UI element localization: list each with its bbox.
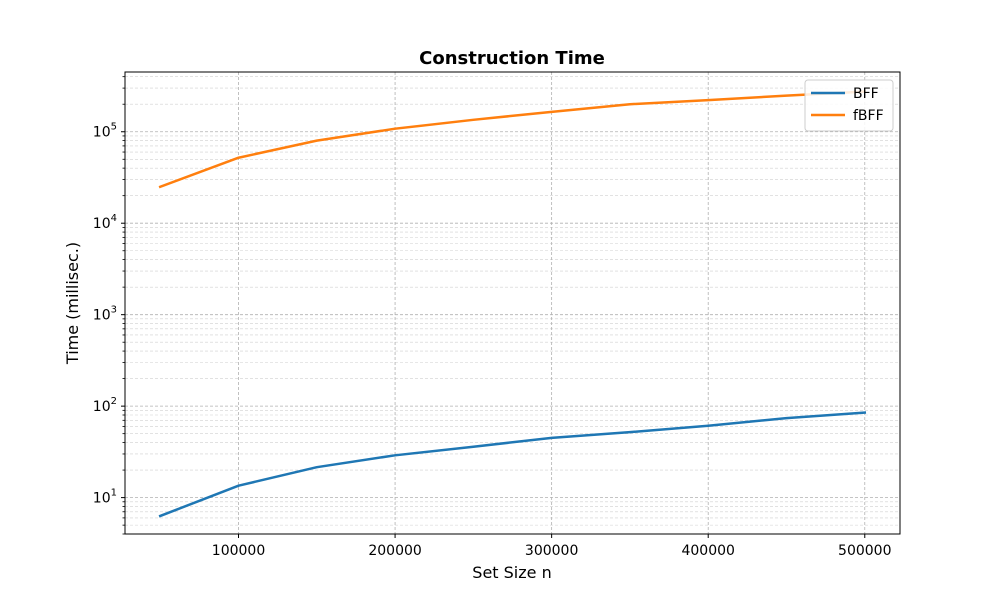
x-tick-label: 100000	[212, 543, 265, 559]
x-tick-label: 200000	[368, 543, 421, 559]
y-tick-label: 104	[93, 213, 117, 232]
series-line-bff	[158, 411, 867, 518]
x-tick-label: 300000	[525, 543, 578, 559]
x-axis-ticks: 100000 200000 300000 400000 500000	[212, 534, 891, 559]
y-tick-label: 103	[93, 305, 117, 324]
series-line-fbff	[158, 90, 867, 189]
x-axis-label: Set Size n	[472, 563, 551, 582]
grid-lines	[125, 72, 900, 535]
y-tick-label: 102	[93, 396, 117, 415]
y-axis-label: Time (millisec.)	[63, 242, 82, 365]
x-tick-label: 400000	[681, 543, 734, 559]
chart-title: Construction Time	[419, 48, 605, 69]
legend-label-fbff: fBFF	[853, 108, 884, 124]
series-lines	[158, 90, 867, 518]
x-tick-label: 500000	[838, 543, 891, 559]
y-tick-label: 101	[93, 488, 117, 507]
legend-label-bff: BFF	[853, 86, 879, 102]
plot-frame	[124, 71, 901, 535]
y-tick-label: 105	[93, 122, 117, 141]
y-axis-ticks: 101 102 103 104 105	[93, 76, 125, 535]
legend: BFF fBFF	[804, 79, 894, 132]
